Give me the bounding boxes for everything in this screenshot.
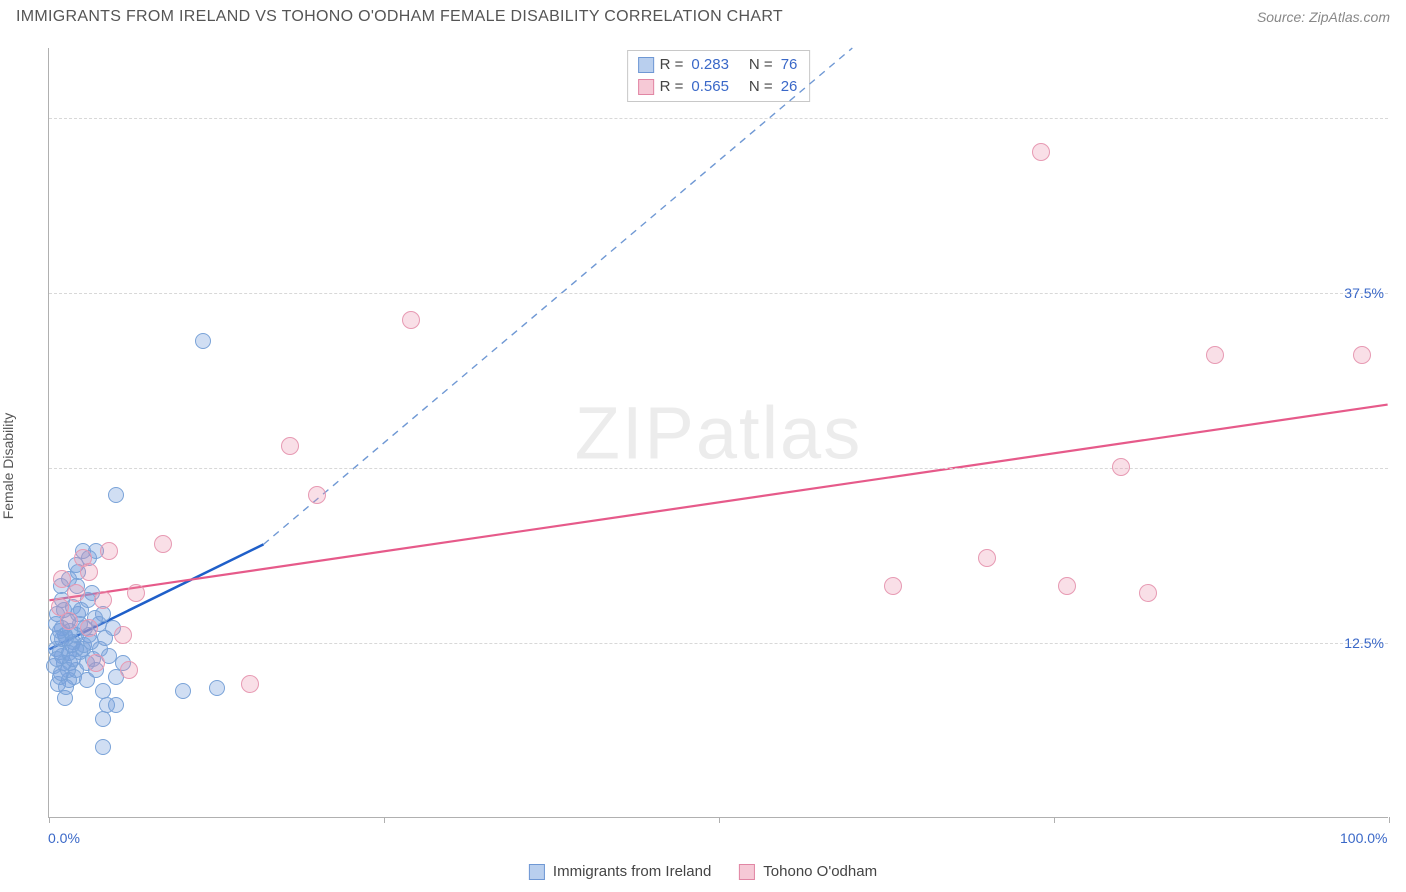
ireland-point: [108, 487, 124, 503]
ireland-swatch: [638, 57, 654, 73]
chart-area: Female Disability ZIPatlas R =0.283 N = 76…: [0, 40, 1406, 892]
stats-r-label: R =: [660, 54, 684, 76]
tohono-point: [94, 591, 112, 609]
ireland-point: [108, 697, 124, 713]
stats-legend: R =0.283 N = 76 R =0.565 N = 26: [627, 50, 811, 102]
stats-r-label: R =: [660, 76, 684, 98]
tohono-point: [1032, 143, 1050, 161]
watermark-thin: atlas: [696, 391, 862, 474]
tohono-point: [308, 486, 326, 504]
ireland-point: [95, 711, 111, 727]
tohono-point: [884, 577, 902, 595]
ireland-point: [195, 333, 211, 349]
ireland-swatch-icon: [529, 864, 545, 880]
stats-n-value: 76: [779, 54, 800, 76]
x-tick-min: 0.0%: [48, 830, 80, 846]
ireland-point: [209, 680, 225, 696]
tohono-point: [114, 626, 132, 644]
x-axis-legend: Immigrants from Ireland Tohono O'odham: [529, 863, 877, 880]
x-tick-mark: [1389, 817, 1390, 823]
stats-row-ireland: R =0.283 N = 76: [638, 54, 800, 76]
legend-label: Immigrants from Ireland: [553, 863, 711, 880]
tohono-point: [74, 549, 92, 567]
x-tick-mark: [719, 817, 720, 823]
tohono-point: [241, 675, 259, 693]
tohono-swatch-icon: [739, 864, 755, 880]
tohono-point: [154, 535, 172, 553]
x-tick-mark: [384, 817, 385, 823]
legend-item-ireland: Immigrants from Ireland: [529, 863, 711, 880]
legend-item-tohono: Tohono O'odham: [739, 863, 877, 880]
ireland-point: [58, 679, 74, 695]
stats-r-value: 0.283: [689, 54, 743, 76]
chart-title: IMMIGRANTS FROM IRELAND VS TOHONO O'ODHA…: [16, 8, 783, 26]
stats-row-tohono: R =0.565 N = 26: [638, 76, 800, 98]
x-tick-max: 100.0%: [1340, 830, 1387, 846]
tohono-point: [1206, 346, 1224, 364]
plot-region: ZIPatlas R =0.283 N = 76 R =0.565 N = 26 12.5…: [48, 48, 1388, 818]
tohono-swatch: [638, 79, 654, 95]
x-tick-mark: [1054, 817, 1055, 823]
tohono-point: [67, 584, 85, 602]
gridline: [49, 643, 1388, 644]
stats-r-value: 0.565: [689, 76, 743, 98]
tohono-point: [127, 584, 145, 602]
header: IMMIGRANTS FROM IRELAND VS TOHONO O'ODHA…: [0, 0, 1406, 30]
tohono-point: [120, 661, 138, 679]
y-axis-label: Female Disability: [0, 413, 16, 520]
gridline: [49, 468, 1388, 469]
tohono-point: [53, 570, 71, 588]
gridline: [49, 293, 1388, 294]
watermark-bold: ZIP: [575, 391, 696, 474]
tohono-point: [51, 598, 69, 616]
source-label: Source: ZipAtlas.com: [1257, 9, 1390, 25]
ireland-point: [95, 739, 111, 755]
tohono-point: [402, 311, 420, 329]
gridline: [49, 118, 1388, 119]
tohono-point: [978, 549, 996, 567]
ireland-point: [175, 683, 191, 699]
tohono-point: [1139, 584, 1157, 602]
legend-label: Tohono O'odham: [763, 863, 877, 880]
tohono-point: [1058, 577, 1076, 595]
tohono-point: [281, 437, 299, 455]
x-tick-mark: [49, 817, 50, 823]
tohono-point: [100, 542, 118, 560]
stats-n-label: N =: [749, 76, 773, 98]
regression-lines: [49, 48, 1388, 817]
tohono-point: [87, 654, 105, 672]
y-tick-label: 37.5%: [1344, 285, 1384, 301]
stats-n-value: 26: [779, 76, 800, 98]
tohono-point: [1112, 458, 1130, 476]
stats-n-label: N =: [749, 54, 773, 76]
ireland-point: [65, 651, 81, 667]
tohono-point: [1353, 346, 1371, 364]
y-tick-label: 12.5%: [1344, 635, 1384, 651]
tohono-point: [80, 619, 98, 637]
ireland-point: [79, 672, 95, 688]
watermark: ZIPatlas: [575, 390, 862, 475]
